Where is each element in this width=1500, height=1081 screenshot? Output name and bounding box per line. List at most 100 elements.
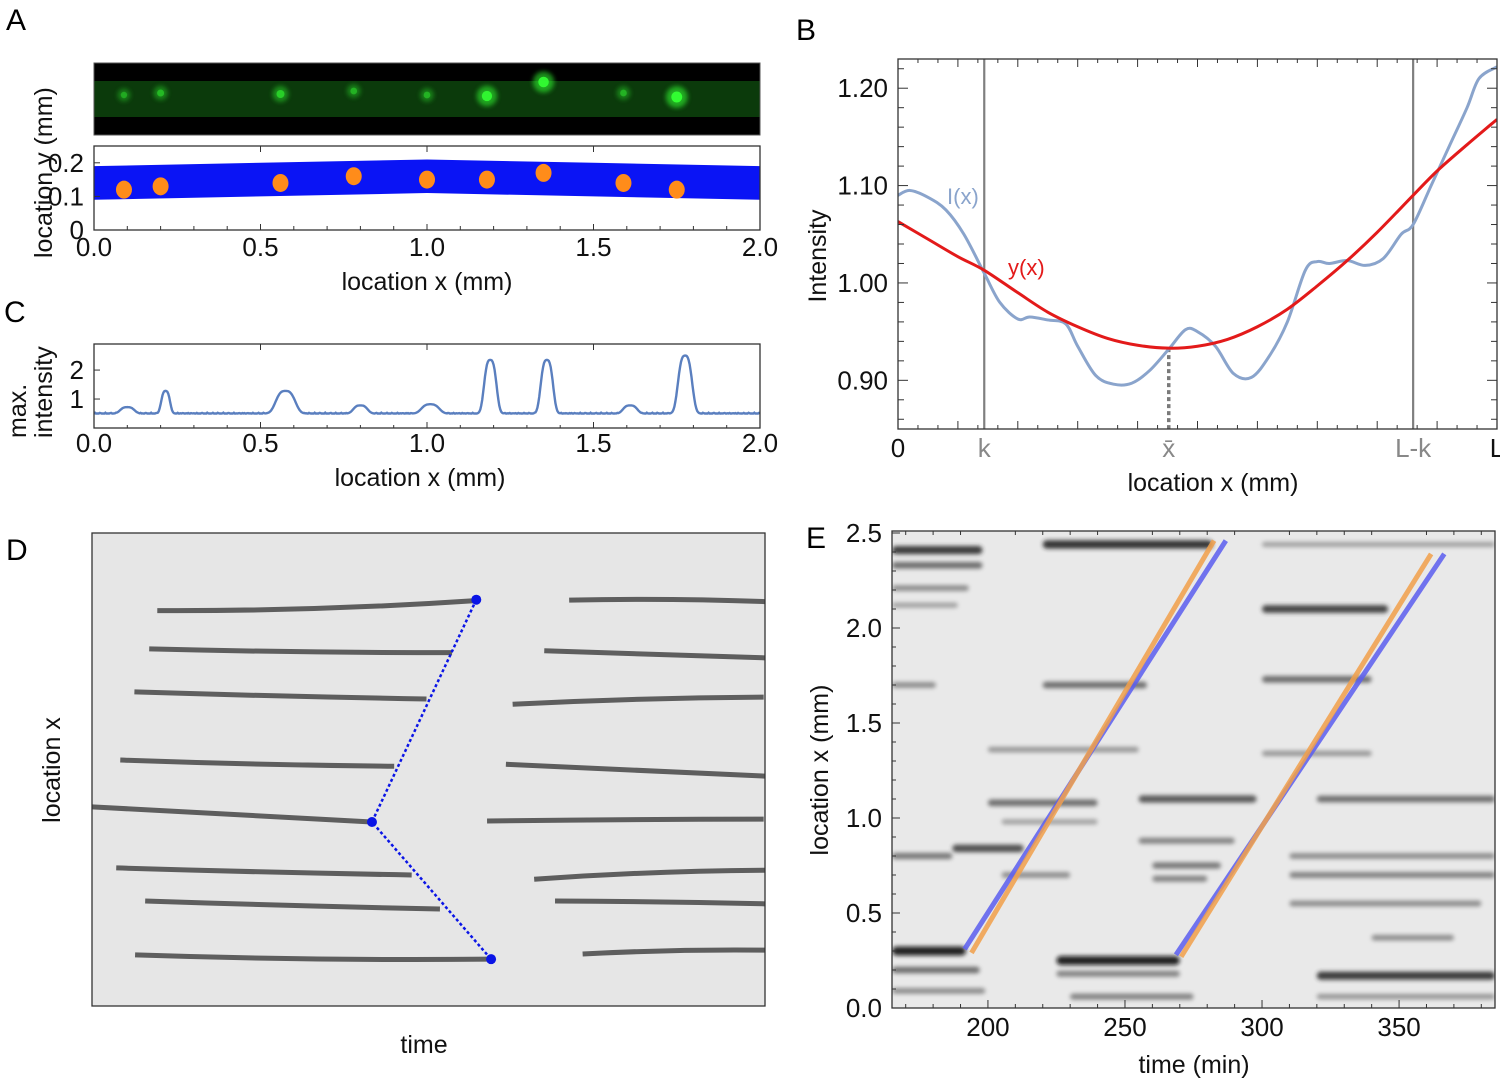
kymograph-streak bbox=[1289, 900, 1482, 907]
y-axis-label-d: location x bbox=[38, 717, 66, 823]
front-2-blue-line bbox=[1173, 552, 1447, 957]
panel-label-b: B bbox=[796, 14, 816, 47]
y-tick-label: 2.5 bbox=[846, 518, 882, 548]
fluorescent-spot-core bbox=[481, 90, 493, 102]
fluorescent-spot bbox=[153, 85, 168, 101]
y-axis-label-c-line1: max. bbox=[4, 384, 32, 438]
kymograph-streak bbox=[1316, 795, 1495, 803]
segmented-spot bbox=[115, 180, 132, 199]
x-axis-label-d: time bbox=[400, 1031, 447, 1059]
kymograph-streak bbox=[892, 562, 983, 569]
kymograph-streak bbox=[987, 799, 1098, 807]
kymograph-streak bbox=[892, 546, 983, 555]
annotation-yx: y(x) bbox=[1008, 255, 1045, 280]
plot-frame-c bbox=[93, 343, 761, 429]
fluorescence-image bbox=[93, 62, 761, 136]
segmented-spot bbox=[419, 170, 435, 189]
kymograph-streak bbox=[892, 585, 969, 591]
kymograph-streak bbox=[892, 966, 980, 974]
front-1-orange-line bbox=[969, 539, 1217, 955]
front-point bbox=[471, 594, 482, 605]
series-line-yx bbox=[898, 118, 1497, 350]
panel-label-e: E bbox=[806, 522, 826, 555]
x-tick-label: 1.0 bbox=[409, 232, 445, 262]
x-tick-label: x̄ bbox=[1162, 433, 1175, 463]
kymograph-streak bbox=[892, 682, 936, 688]
kymograph-streak bbox=[1316, 971, 1495, 980]
kymograph-streak bbox=[1056, 970, 1180, 977]
y-tick-label: 0.2 bbox=[48, 148, 84, 178]
y-tick-label: 1.20 bbox=[837, 73, 888, 103]
cell-track-before bbox=[92, 804, 373, 825]
panel-a: A 0.0 0.5 1.0 1.5 2.0 0 0.10.2 location y (mm)… bbox=[6, 4, 778, 296]
x-tick-label: L-k bbox=[1395, 433, 1432, 463]
kymograph-streak bbox=[1138, 795, 1257, 803]
cell-track-before bbox=[149, 646, 453, 656]
x-axis-label-e: time (min) bbox=[1138, 1051, 1249, 1079]
panel-label-d: D bbox=[6, 534, 28, 567]
kymograph-streak bbox=[1371, 934, 1454, 941]
cell-track-after bbox=[505, 761, 765, 779]
cell-track-after bbox=[569, 596, 765, 605]
fluorescent-spot-core bbox=[538, 76, 549, 88]
kymograph-streak bbox=[1262, 605, 1389, 613]
cell-track-before bbox=[134, 689, 427, 702]
kymograph-streak bbox=[1152, 862, 1221, 869]
cell-track-after bbox=[533, 867, 765, 882]
x-tick-label: 0 bbox=[891, 433, 905, 463]
segmented-spot bbox=[615, 173, 632, 192]
x-tick-label: 1.5 bbox=[575, 428, 611, 458]
kymograph-streak bbox=[1042, 681, 1147, 689]
series-line-max-intensity bbox=[94, 354, 760, 415]
y-tick-label: 0.0 bbox=[846, 993, 882, 1023]
fluorescent-spot bbox=[117, 88, 131, 102]
series-line-ix bbox=[898, 65, 1497, 387]
kymograph-streak bbox=[1042, 540, 1213, 549]
y-axis-label-c-line2: intensity bbox=[30, 346, 58, 438]
segmentation-plot: 0.0 0.5 1.0 1.5 2.0 0 0.10.2 bbox=[48, 145, 778, 262]
x-tick-label: 0.5 bbox=[242, 428, 278, 458]
panel-b: B 0.90 1.00 1.10 1.20 0 k x̄ L-k L I(x) y(x) Int… bbox=[796, 14, 1500, 497]
kymograph-streak bbox=[1262, 750, 1372, 757]
panel-d: D location x time bbox=[6, 532, 766, 1059]
panel-e: E 200 250 300 350 0.0 0.5 1.0 1.5 2.0 2.5 locatio… bbox=[806, 518, 1496, 1079]
kymograph-streak bbox=[892, 946, 967, 956]
x-axis-label-b: location x (mm) bbox=[1128, 469, 1299, 497]
panel-c: C 0.0 0.5 1.0 1.5 2.0 12 max. intensity locat… bbox=[4, 296, 778, 492]
cell-track-after bbox=[544, 648, 765, 661]
x-tick-label: 200 bbox=[966, 1012, 1009, 1042]
cell-track-before bbox=[120, 757, 395, 769]
x-tick-label: 0.5 bbox=[242, 232, 278, 262]
y-tick-label: 2.0 bbox=[846, 613, 882, 643]
x-tick-label: 300 bbox=[1240, 1012, 1283, 1042]
front-point bbox=[486, 954, 497, 965]
kymograph-streak bbox=[1289, 853, 1495, 859]
annotation-ix: I(x) bbox=[947, 184, 979, 209]
x-tick-label: 2.0 bbox=[742, 232, 778, 262]
y-tick-label: 1 bbox=[70, 384, 84, 414]
y-axis-label-a: location y (mm) bbox=[30, 87, 58, 258]
kymograph-streak bbox=[1152, 875, 1208, 882]
x-tick-label: 2.0 bbox=[742, 428, 778, 458]
y-axis-label-e: location x (mm) bbox=[806, 685, 834, 856]
y-tick-label: 1.10 bbox=[837, 171, 888, 201]
kymograph-streak bbox=[1316, 993, 1495, 1000]
segmented-spot bbox=[152, 177, 169, 196]
x-tick-label: 0.0 bbox=[76, 428, 112, 458]
front-2-orange-line bbox=[1179, 552, 1434, 959]
kymograph-streak bbox=[987, 746, 1139, 753]
fluorescent-spot-core bbox=[671, 91, 683, 103]
fluorescent-spot bbox=[616, 86, 631, 100]
x-tick-label: 250 bbox=[1103, 1012, 1146, 1042]
cell-track-after bbox=[512, 694, 764, 707]
cell-track-before bbox=[134, 952, 492, 963]
fluorescent-spot-core bbox=[620, 89, 627, 97]
x-tick-label: 1.5 bbox=[575, 232, 611, 262]
segmented-spot bbox=[535, 163, 552, 182]
x-tick-label: 350 bbox=[1377, 1012, 1420, 1042]
segmented-spot bbox=[272, 173, 289, 192]
panel-label-a: A bbox=[6, 4, 26, 37]
fluorescent-spot bbox=[347, 84, 361, 98]
y-tick-label: 1.0 bbox=[846, 803, 882, 833]
fluorescent-spot-core bbox=[157, 89, 165, 97]
